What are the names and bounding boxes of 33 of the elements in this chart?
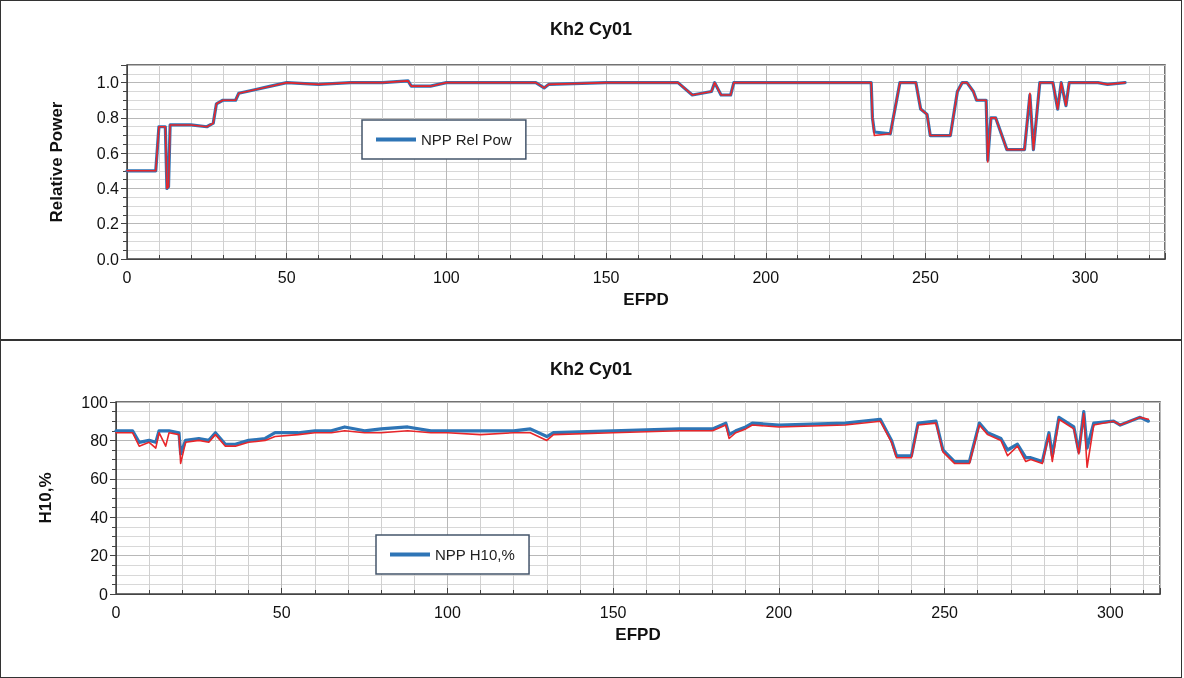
x-axis-title: EFPD bbox=[623, 290, 669, 309]
x-axis-title: EFPD bbox=[615, 625, 661, 644]
y-tick-label: 0.4 bbox=[96, 179, 120, 197]
y-axis-title: Relative Power bbox=[47, 101, 66, 223]
x-tick-label: 100 bbox=[433, 268, 460, 286]
x-tick-label: 100 bbox=[434, 603, 461, 621]
x-tick-label: 50 bbox=[277, 268, 296, 286]
legend-label: NPP Rel Pow bbox=[421, 131, 512, 148]
x-tick-label: 250 bbox=[912, 268, 939, 286]
chart-title: Kh2 Cy01 bbox=[549, 359, 633, 379]
x-tick-label: 0 bbox=[122, 268, 132, 286]
y-tick-label: 80 bbox=[90, 431, 109, 449]
legend-label: NPP H10,% bbox=[435, 546, 515, 563]
x-tick-label: 200 bbox=[765, 603, 793, 621]
y-tick-label: 60 bbox=[90, 470, 109, 488]
x-tick-label: 300 bbox=[1096, 603, 1124, 621]
y-tick-label: 0.8 bbox=[96, 109, 120, 127]
y-tick-label: 0 bbox=[99, 585, 109, 603]
chart-title: Kh2 Cy01 bbox=[549, 19, 633, 39]
y-tick-label: 1.0 bbox=[96, 74, 120, 92]
y-tick-label: 0.2 bbox=[96, 215, 120, 233]
x-tick-label: 300 bbox=[1071, 268, 1099, 286]
x-tick-label: 50 bbox=[272, 603, 291, 621]
x-tick-label: 250 bbox=[931, 603, 959, 621]
x-tick-label: 150 bbox=[599, 603, 627, 621]
y-tick-label: 0.0 bbox=[96, 250, 120, 268]
x-tick-label: 150 bbox=[592, 268, 620, 286]
y-tick-label: 0.6 bbox=[96, 144, 120, 162]
y-tick-label: 100 bbox=[81, 393, 109, 411]
y-tick-label: 20 bbox=[90, 547, 109, 565]
y-axis-title: H10,% bbox=[36, 472, 55, 524]
y-tick-label: 40 bbox=[90, 508, 109, 526]
x-tick-label: 200 bbox=[752, 268, 780, 286]
